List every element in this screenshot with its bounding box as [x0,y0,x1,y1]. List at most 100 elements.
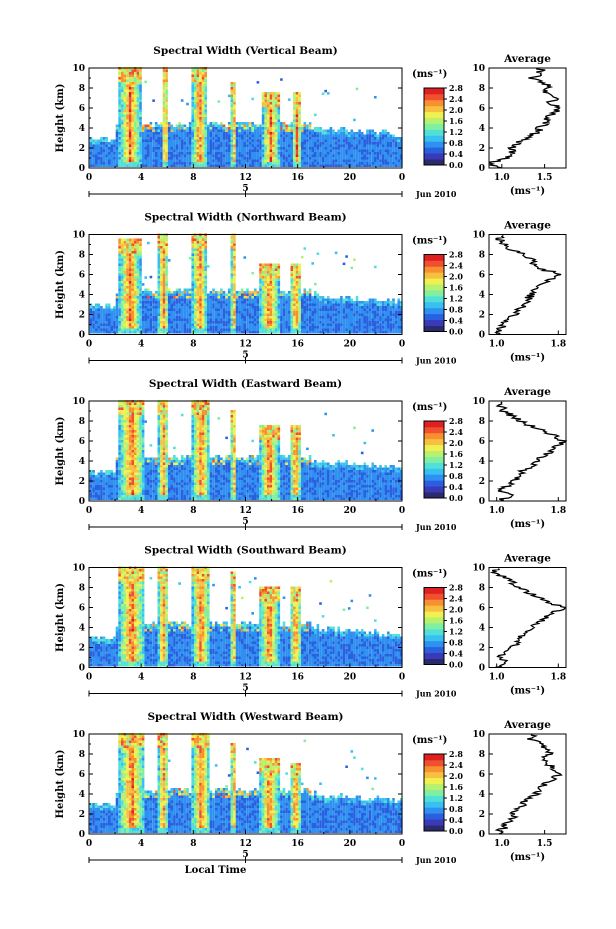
colorbar-tick-label: 0.4 [449,482,463,492]
average-frame [488,733,567,835]
x-tick-label: 20 [344,506,357,516]
average-y-tick-label: 10 [472,397,485,407]
average-y-tick-label: 6 [479,104,485,114]
average-y-tick-label: 8 [479,750,485,760]
average-profile-line [494,234,562,335]
y-tick-label: 4 [79,624,85,634]
colorbar-swatch [424,117,444,124]
colorbar-swatch [424,480,444,487]
x-tick-label: 12 [239,340,252,350]
colorbar-swatch [424,605,444,612]
colorbar-tick-label: 1.2 [449,627,463,637]
date-label: Jun 2010 [415,356,457,366]
y-tick-label: 6 [79,604,85,614]
colorbar-tick-label: 0.8 [449,138,463,148]
y-tick-label: 6 [79,104,85,114]
x-tick-label: 20 [344,340,357,350]
x-axis-label: Local Time [185,865,247,876]
colorbar-swatch [424,432,444,440]
y-tick-label: 6 [79,271,85,281]
x-tick-label: 8 [190,173,196,183]
colorbar-tick-label: 2.8 [449,83,463,93]
panel-title: Spectral Width (Southward Beam) [144,545,346,557]
x-axis: 0 4 8 12 16 20 0 [86,330,405,350]
colorbar-swatch [424,325,444,332]
colorbar-swatch [424,468,444,475]
colorbar-swatch [424,587,444,594]
colorbar-tick-label: 2.4 [449,94,463,104]
colorbar: (ms⁻¹) 0.00.40.81.21.62.02.42.8 [412,402,463,503]
colorbar-swatch [424,807,444,814]
colorbar-tick-label: 2.0 [449,605,463,615]
colorbar-swatch [424,593,444,600]
y-tick-label: 2 [79,644,85,654]
colorbar-swatch [424,759,444,767]
average-y-tick-label: 2 [479,477,485,487]
average-x-label: (ms⁻¹) [510,353,545,364]
average-y-tick-label: 6 [479,271,485,281]
colorbar-unit: (ms⁻¹) [412,236,447,247]
y-axis: 0 2 4 6 8 10 [72,64,402,174]
average-y-tick-label: 4 [479,624,485,634]
x-tick-label: 8 [190,340,196,350]
colorbar-swatch [424,426,444,434]
colorbar-swatch [424,135,444,142]
panel-title: Spectral Width (Vertical Beam) [153,45,337,57]
colorbar: (ms⁻¹) 0.00.40.81.21.62.02.42.8 [412,69,463,170]
colorbar-swatch [424,260,444,267]
average-profile-panel: Average 0 2 4 6 8 10 1.0 1.5 (ms⁻¹) [472,719,567,863]
colorbar-swatch [424,99,444,107]
x-tick-label: 8 [190,673,196,683]
average-frame [488,400,567,502]
average-x-label: (ms⁻¹) [510,852,545,863]
colorbar-tick-label: 2.0 [449,438,463,448]
y-tick-label: 8 [79,417,85,427]
day-marker-label: 5 [242,850,248,860]
y-tick-label: 8 [79,84,85,94]
day-marker-label: 5 [242,517,248,527]
colorbar-tick-label: 0.8 [449,471,463,481]
average-y-tick-label: 0 [479,830,485,840]
average-frame [488,234,567,335]
colorbar-tick-label: 2.8 [449,583,463,593]
y-axis-label: Height (km) [55,583,66,652]
colorbar-swatch [424,313,444,321]
colorbar-swatch [424,421,444,428]
colorbar-tick-label: 0.8 [449,305,463,315]
colorbar-swatch [424,783,444,790]
colorbar-tick-label: 0.0 [449,327,463,337]
y-tick-label: 2 [79,477,85,487]
x-tick-label: 16 [291,340,304,350]
colorbar-tick-label: 2.0 [449,771,463,781]
panel-title: Spectral Width (Eastward Beam) [149,378,342,390]
colorbar-swatch [424,105,444,113]
y-tick-label: 4 [79,124,85,134]
panel-title: Spectral Width (Northward Beam) [144,212,346,224]
average-x-tick-label: 1.8 [550,506,566,516]
x-axis: 0 4 8 12 16 20 0 [86,497,405,516]
colorbar-swatch [424,474,444,481]
colorbar-swatch [424,438,444,446]
colorbar-tick-label: 2.4 [449,760,463,770]
y-tick-label: 4 [79,790,85,800]
panel-3: Spectral Width (Eastward Beam) 0 2 4 6 8 10 Hei… [55,378,568,532]
average-x-label: (ms⁻¹) [510,186,545,197]
average-y-tick-label: 0 [479,497,485,507]
average-y-tick-label: 2 [479,810,485,820]
average-x-tick-label: 1.0 [489,340,505,350]
x-tick-label: 0 [399,839,405,849]
y-axis: 0 2 4 6 8 10 [72,564,402,674]
colorbar-tick-label: 1.6 [449,116,463,126]
colorbar-swatch [424,254,444,261]
colorbar-swatch [424,777,444,785]
colorbar-tick-label: 1.2 [449,127,463,137]
average-y-tick-label: 4 [479,790,485,800]
colorbar-unit: (ms⁻¹) [412,69,447,80]
date-label: Jun 2010 [415,189,457,199]
average-frame [488,67,567,169]
x-tick-label: 8 [190,839,196,849]
x-tick-label: 0 [399,506,405,516]
average-profile-panel: Average 0 2 4 6 8 10 1.0 1.8 (ms⁻¹) [472,220,567,364]
colorbar-swatch [424,278,444,285]
